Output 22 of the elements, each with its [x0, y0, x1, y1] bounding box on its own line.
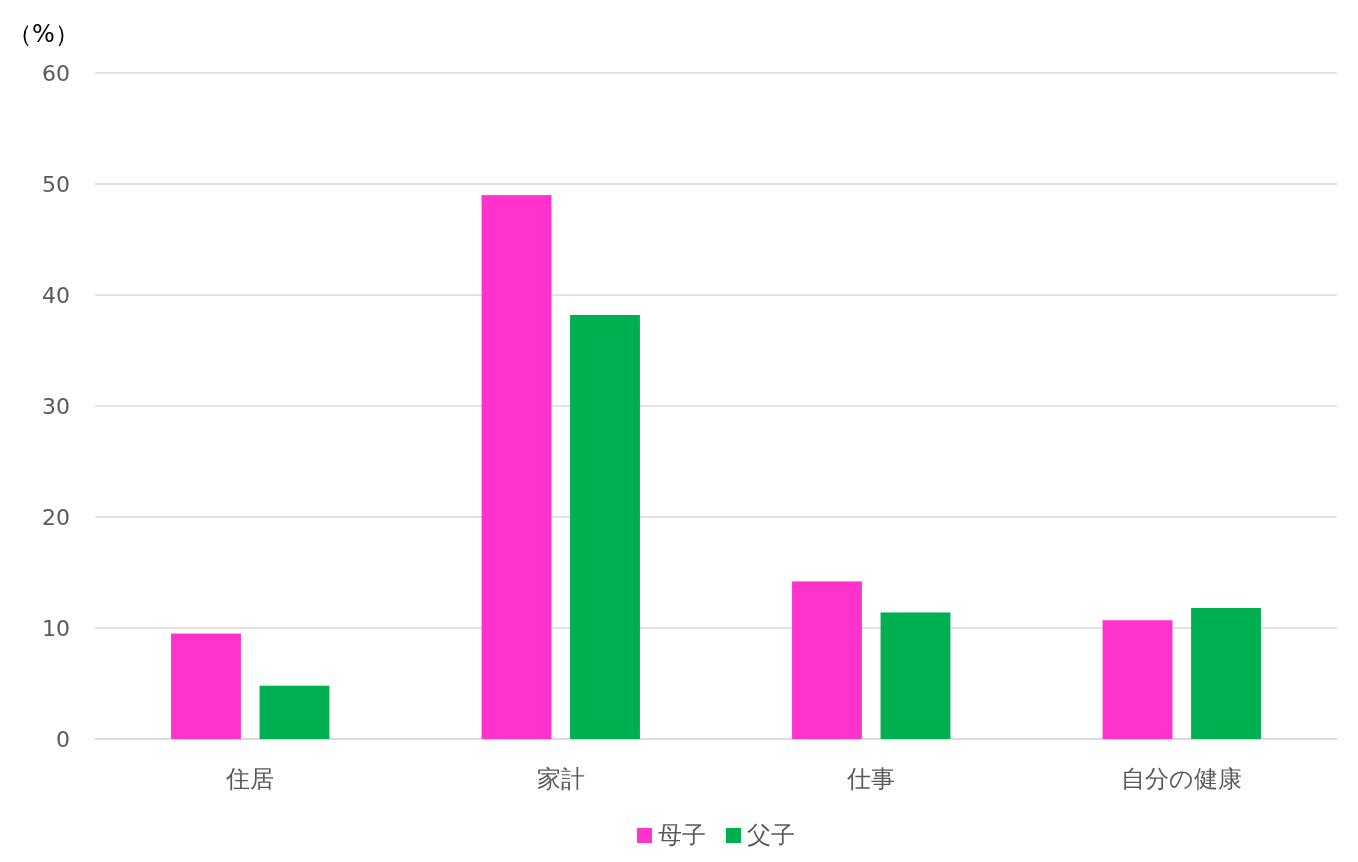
y-tick-label: 0 [56, 727, 70, 752]
y-tick-label: 20 [42, 505, 70, 530]
x-tick-label: 住居 [225, 765, 275, 793]
y-tick-label: 50 [42, 172, 70, 197]
bar [259, 685, 330, 739]
bar [171, 633, 241, 739]
y-tick-label: 40 [42, 283, 70, 308]
y-tick-label: 30 [42, 394, 70, 419]
y-tick-label: 10 [42, 616, 70, 641]
legend-label: 父子 [747, 821, 795, 849]
bar [1191, 608, 1261, 739]
x-tick-label: 仕事 [846, 765, 896, 793]
bar [570, 314, 640, 739]
bar [880, 612, 951, 739]
bar [792, 581, 862, 739]
legend-label: 母子 [658, 821, 706, 849]
y-tick-label: 60 [42, 61, 70, 86]
bar [1102, 620, 1173, 739]
bar [481, 195, 552, 739]
y-axis-title: （%） [8, 20, 79, 48]
x-tick-label: 自分の健康 [1121, 765, 1243, 793]
x-tick-label: 家計 [536, 765, 585, 793]
